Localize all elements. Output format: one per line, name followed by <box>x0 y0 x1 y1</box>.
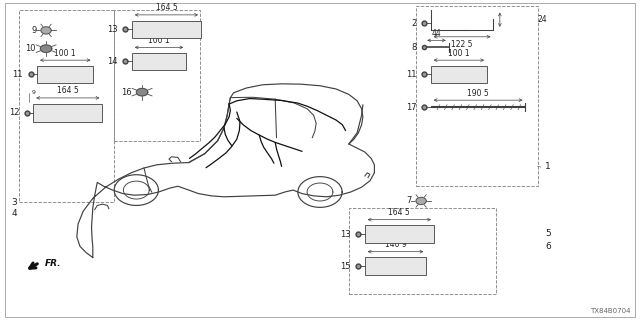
Bar <box>365 257 426 275</box>
Text: 15: 15 <box>340 262 351 271</box>
Text: 14: 14 <box>108 57 118 66</box>
Text: 2: 2 <box>412 19 417 28</box>
Text: 5: 5 <box>545 229 551 238</box>
Text: 122 5: 122 5 <box>451 40 473 49</box>
Text: 8: 8 <box>412 43 417 52</box>
Bar <box>132 20 201 38</box>
Text: 100 1: 100 1 <box>54 49 76 58</box>
Text: FR.: FR. <box>45 260 61 268</box>
Text: 164 5: 164 5 <box>388 208 410 217</box>
Text: 4: 4 <box>12 209 17 218</box>
Text: 17: 17 <box>406 103 417 112</box>
Text: 10: 10 <box>26 44 36 53</box>
Text: 44: 44 <box>431 29 442 38</box>
Text: 3: 3 <box>12 198 17 207</box>
Bar <box>365 225 434 243</box>
Text: 164 5: 164 5 <box>156 3 177 12</box>
Bar <box>19 10 114 202</box>
Text: 11: 11 <box>13 70 23 79</box>
Bar <box>431 66 487 83</box>
Polygon shape <box>40 45 52 52</box>
Bar <box>349 208 496 294</box>
Text: TX84B0704: TX84B0704 <box>590 308 630 314</box>
Polygon shape <box>416 197 426 204</box>
Text: 140 9: 140 9 <box>385 240 406 249</box>
Bar <box>114 10 200 141</box>
Text: 164 5: 164 5 <box>57 86 79 95</box>
Text: 190 5: 190 5 <box>467 89 489 98</box>
Text: 9: 9 <box>31 90 35 95</box>
Text: 13: 13 <box>107 25 118 34</box>
Bar <box>37 66 93 83</box>
Text: 16: 16 <box>121 88 132 97</box>
Text: 100 1: 100 1 <box>448 49 470 58</box>
Bar <box>132 53 186 70</box>
Text: 24: 24 <box>538 15 547 24</box>
Bar <box>416 6 538 186</box>
Bar <box>33 104 102 122</box>
Text: 13: 13 <box>340 230 351 239</box>
Polygon shape <box>136 88 148 96</box>
Text: 9: 9 <box>32 26 37 35</box>
Text: 1: 1 <box>545 162 551 171</box>
Text: 6: 6 <box>545 242 551 251</box>
Polygon shape <box>41 27 51 34</box>
Text: 12: 12 <box>9 108 19 117</box>
Text: 7: 7 <box>407 196 412 205</box>
Text: 100 1: 100 1 <box>148 36 170 45</box>
Text: 11: 11 <box>406 70 417 79</box>
